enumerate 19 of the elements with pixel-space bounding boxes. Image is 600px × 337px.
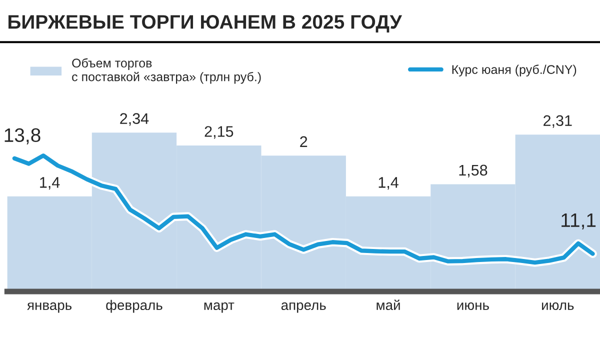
x-tick-label: май xyxy=(376,300,400,310)
legend-label: Объем торгов с поставкой «завтра» (трлн руб.) xyxy=(72,58,261,84)
data-label: 1,4 xyxy=(40,177,60,190)
data-label: 1,58 xyxy=(459,164,488,178)
x-tick-label: апрель xyxy=(281,302,326,313)
x-tick-label: июль xyxy=(542,302,574,310)
data-label: 2,34 xyxy=(120,113,149,126)
x-tick-label: февраль xyxy=(106,300,162,313)
x-tick-label: март xyxy=(204,302,234,313)
data-label: 1,4 xyxy=(378,177,398,190)
data-label: 2,15 xyxy=(204,126,234,139)
x-tick-label: июнь xyxy=(457,302,489,310)
data-label: 11,1 xyxy=(562,213,596,230)
data-label: 2 xyxy=(300,136,308,147)
x-tick-label: январь xyxy=(27,302,72,313)
data-label: 2,31 xyxy=(544,115,572,128)
legend-label: Курс юаня (руб./CNY) xyxy=(452,64,576,76)
chart-title: БИРЖЕВЫЕ ТОРГИ ЮАНЕМ В 2025 ГОДУ xyxy=(8,15,402,32)
data-label: 13,8 xyxy=(4,128,40,144)
